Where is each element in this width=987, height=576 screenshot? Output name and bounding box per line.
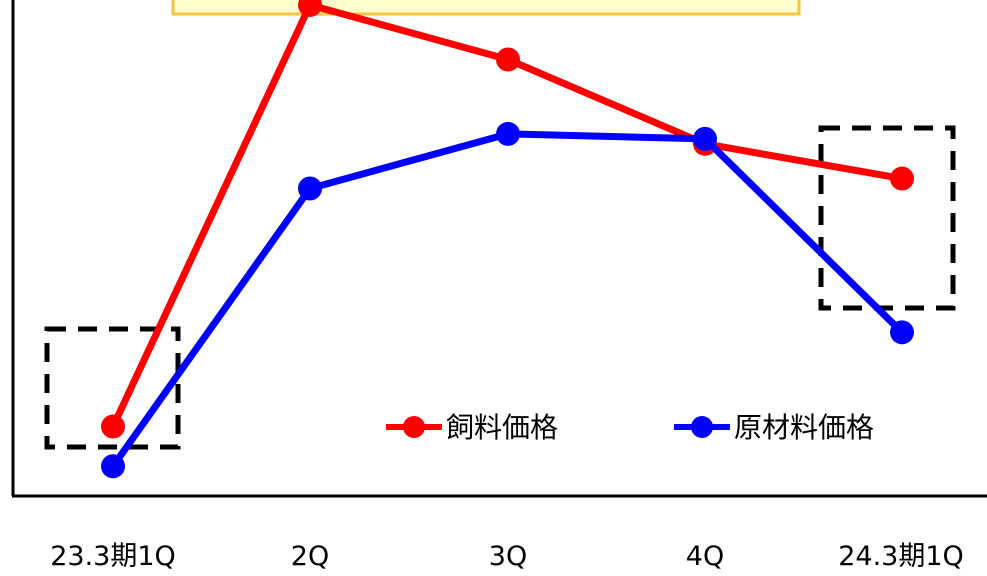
series-layer (101, 0, 914, 479)
legend-label-feed: 飼料価格 (446, 411, 558, 444)
x-tick-label: 23.3期1Q (50, 541, 176, 572)
callout-box (171, 0, 801, 16)
data-point (890, 166, 914, 191)
x-tick-label: 2Q (291, 541, 329, 572)
data-point (298, 0, 322, 17)
legend-marker-material (691, 416, 713, 438)
x-tick-label: 4Q (686, 541, 724, 572)
data-point (101, 414, 125, 439)
legend-marker-feed (403, 416, 425, 438)
legend: 飼料価格 原材料価格 (386, 411, 874, 444)
data-point (496, 47, 520, 72)
data-point (101, 454, 125, 479)
highlight-box-last (818, 125, 956, 311)
x-tick-label: 24.3期1Q (838, 541, 964, 572)
legend-label-material: 原材料価格 (734, 411, 874, 444)
x-tick-label: 3Q (489, 541, 527, 572)
data-point (693, 126, 717, 151)
data-point (496, 121, 520, 146)
highlight-box-first (44, 326, 181, 450)
data-point (890, 320, 914, 345)
data-point (298, 176, 322, 201)
